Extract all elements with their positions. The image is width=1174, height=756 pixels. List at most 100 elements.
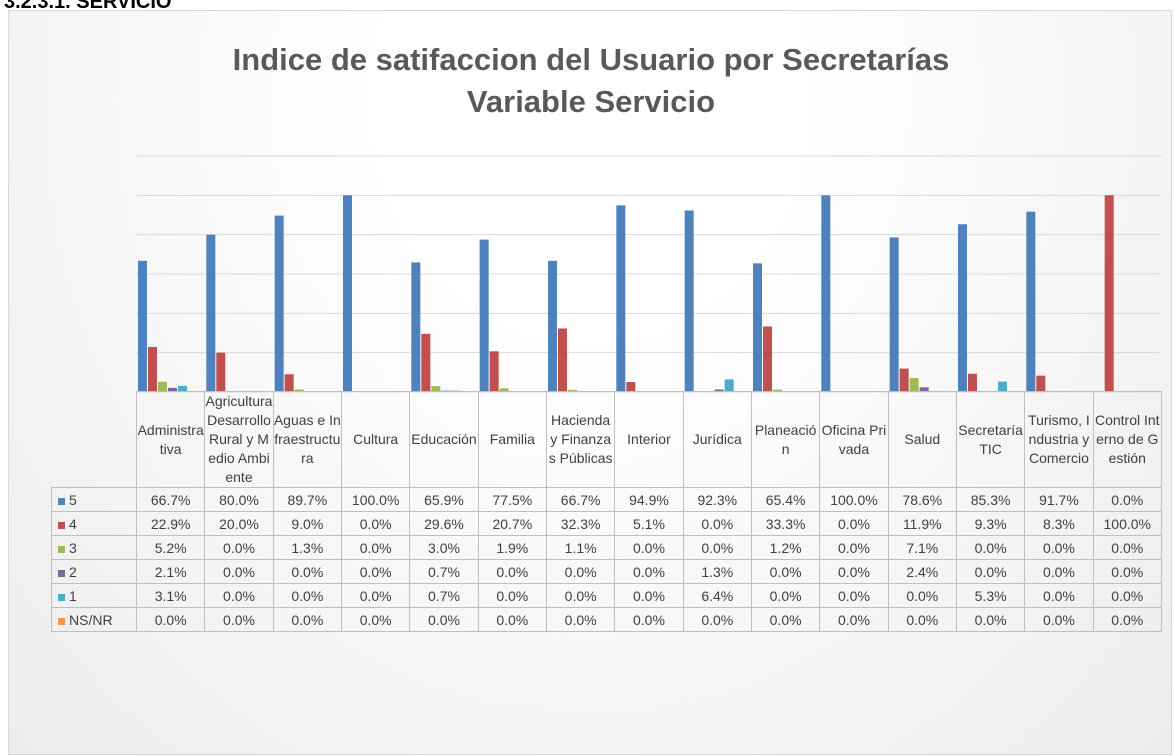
legend-entry: 1 [51,583,137,608]
value-label: 0.0% [955,535,1026,560]
bar [168,387,177,392]
value-label: 20.0% [204,511,274,536]
value-label: 0.0% [887,607,957,632]
value-label: 0.0% [887,583,957,608]
corner-cell [51,391,137,488]
bar [763,326,772,392]
bar [568,389,577,392]
value-label: 100.0% [340,487,411,512]
bar [899,368,909,392]
value-label: 91.7% [1024,487,1094,512]
legend-entry: 4 [51,511,137,536]
value-label: 0.0% [1092,607,1162,632]
value-label: 0.0% [477,559,547,584]
value-label: 0.7% [409,559,479,584]
value-label: 6.4% [682,583,752,608]
value-label: 33.3% [750,511,821,536]
value-label: 0.0% [1092,583,1162,608]
value-label: 0.0% [819,559,889,584]
value-label: 0.0% [340,607,411,632]
data-table: Administrativa Agricultura Desarrollo Rur… [51,391,1162,632]
value-label: 0.0% [750,607,821,632]
value-label: 100.0% [819,487,889,512]
value-label: 0.0% [1024,583,1094,608]
chart: Indice de satifaccion del Usuario por Se… [8,10,1172,755]
value-label: 66.7% [545,487,616,512]
value-label: 1.3% [272,535,342,560]
bar [499,388,509,392]
value-label: 2.1% [135,559,206,584]
value-label: 0.0% [1092,535,1162,560]
value-label: 0.0% [340,583,411,608]
value-label: 0.0% [340,511,411,536]
value-label: 0.0% [614,559,684,584]
value-label: 0.0% [819,607,889,632]
bar [773,389,782,392]
data-row: 4 22.9% 20.0% 9.0% 0.0% 29.6% 20.7% 32.3% 5.1% 0.… [51,511,1162,536]
bar [1036,375,1046,392]
value-label: 22.9% [135,511,206,536]
legend-swatch [58,497,65,505]
plot [136,155,1161,393]
bar [1026,211,1036,392]
legend-label: 5 [69,491,77,508]
value-label: 0.0% [272,607,342,632]
value-label: 9.3% [955,511,1026,536]
bar [274,215,284,392]
value-label: 0.0% [204,583,274,608]
value-label: 8.3% [1024,511,1094,536]
value-label: 0.0% [1024,607,1094,632]
value-label: 32.3% [545,511,616,536]
legend-swatch [58,545,65,553]
category-label: Hacienda y Finanzas Públicas [545,391,616,488]
value-label: 0.0% [204,535,274,560]
value-label: 0.0% [682,511,752,536]
value-label: 3.0% [409,535,479,560]
value-label: 0.0% [545,583,616,608]
category-label: Salud [887,391,957,488]
category-label: Interior [614,391,684,488]
value-label: 20.7% [477,511,547,536]
value-label: 29.6% [409,511,479,536]
data-row: 5 66.7% 80.0% 89.7% 100.0% 65.9% 77.5% 66.7% 94.… [51,487,1162,512]
bar [684,210,694,392]
category-label: Oficina Privada [819,391,889,488]
value-label: 0.0% [682,535,752,560]
bar [206,234,216,392]
value-label: 0.0% [614,535,684,560]
value-label: 0.0% [614,583,684,608]
value-label: 0.0% [545,607,616,632]
bar [919,387,929,392]
legend-label: NS/NR [69,611,113,628]
value-label: 0.0% [204,607,274,632]
value-label: 0.0% [340,559,411,584]
value-label: 1.1% [545,535,616,560]
bar [294,389,304,392]
bar [753,263,762,392]
value-label: 0.0% [1024,559,1094,584]
legend-swatch [58,521,65,529]
bar [626,381,636,392]
legend-swatch [58,617,65,625]
value-label: 11.9% [887,511,957,536]
value-label: 0.0% [614,607,684,632]
category-label: Planeación [750,391,821,488]
value-label: 5.1% [614,511,684,536]
data-row: 3 5.2% 0.0% 1.3% 0.0% 3.0% 1.9% 1.1% 0.0% 0.0% 1.2… [51,535,1162,560]
value-label: 0.0% [682,607,752,632]
legend-entry: 2 [51,559,137,584]
header-row: Administrativa Agricultura Desarrollo Rur… [51,391,1162,488]
value-label: 9.0% [272,511,342,536]
bar [821,195,831,392]
bar [616,205,626,392]
bar [431,386,441,392]
legend-swatch [58,569,65,577]
value-label: 77.5% [477,487,547,512]
data-row: 1 3.1% 0.0% 0.0% 0.0% 0.7% 0.0% 0.0% 0.0% 6.4% 0.0… [51,583,1162,608]
bar [714,389,724,392]
title-line: Indice de satifaccion del Usuario por Se… [232,42,950,77]
value-label: 0.0% [477,607,547,632]
value-label: 0.7% [409,583,479,608]
legend-label: 2 [69,563,77,580]
value-label: 0.0% [1024,535,1094,560]
